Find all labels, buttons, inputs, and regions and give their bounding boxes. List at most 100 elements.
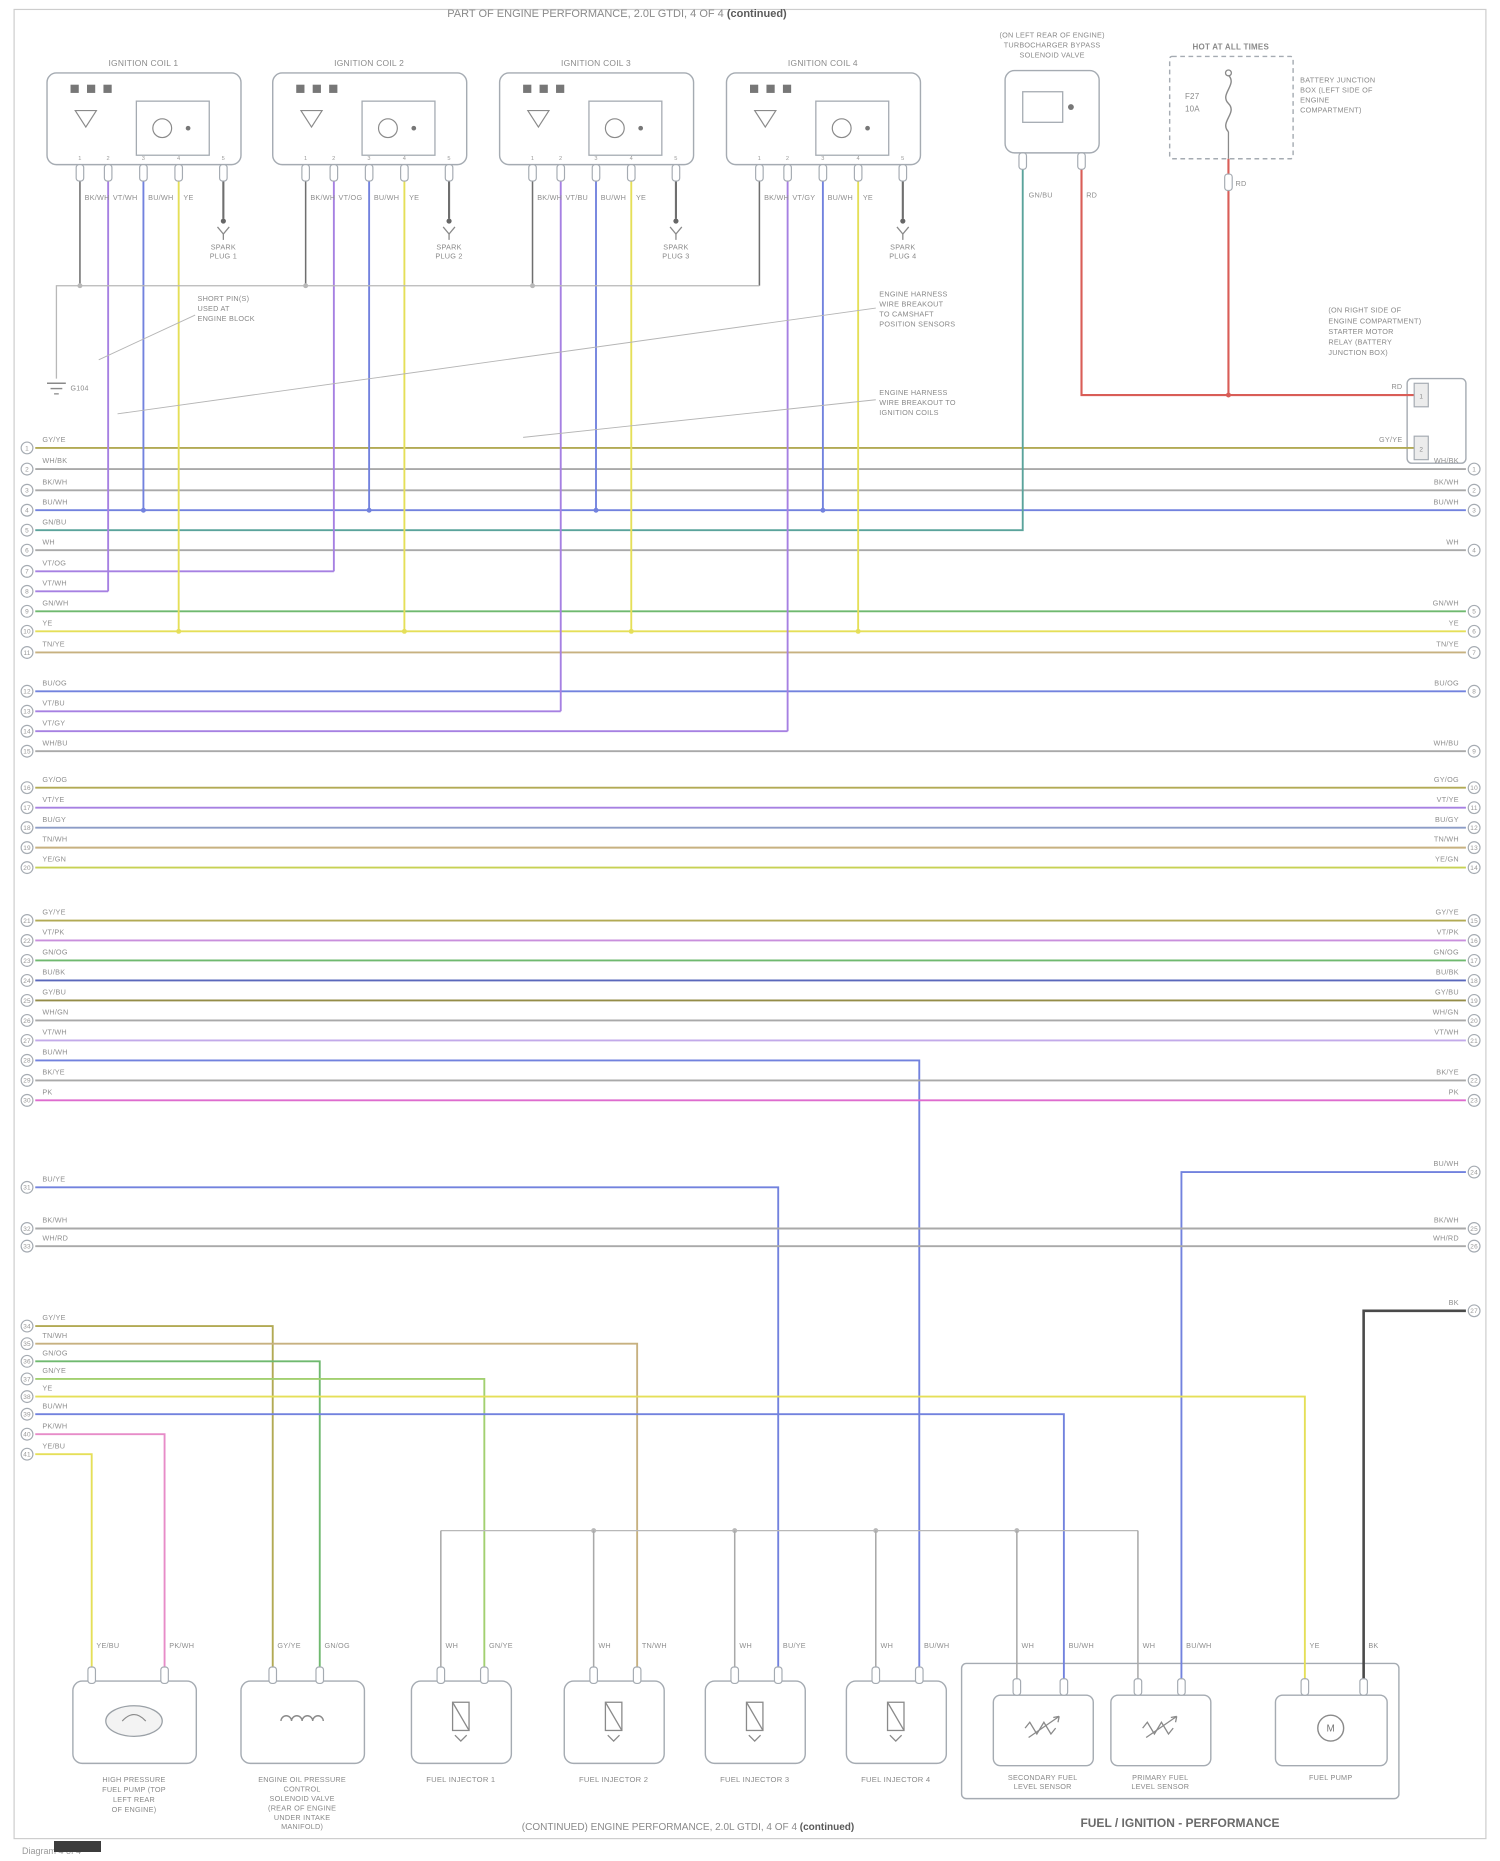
spark-plug-icon <box>220 218 226 224</box>
edge-pin <box>1467 604 1481 618</box>
wire-label: BU/OG <box>42 678 67 687</box>
edge-pin-number: 32 <box>23 1226 31 1233</box>
wire-label: BK/WH <box>85 193 110 202</box>
edge-pin-number: 34 <box>23 1323 31 1330</box>
wire-label: VT/WH <box>42 1028 67 1037</box>
edge-pin <box>20 724 34 738</box>
coil-winding-icon <box>604 118 625 139</box>
edge-pin-number: 26 <box>1470 1243 1478 1250</box>
wire-label: BU/WH <box>42 497 67 506</box>
text-label: COMPARTMENT) <box>1300 105 1361 114</box>
edge-pin <box>20 1447 34 1461</box>
junction-dot <box>77 283 83 289</box>
text-label: WIRE BREAKOUT <box>879 299 943 308</box>
edge-pin <box>1467 624 1481 638</box>
edge-pin-number: 1 <box>1472 466 1476 473</box>
text-label: SECONDARY FUEL <box>1008 1773 1078 1782</box>
coil-pin-number: 1 <box>78 156 81 162</box>
text-label: SPARK <box>211 242 236 251</box>
coil-internal <box>782 84 792 93</box>
coil-pin-number: 3 <box>142 156 145 162</box>
text-label: BOX (LEFT SIDE OF <box>1300 85 1373 94</box>
edge-pin-number: 3 <box>1472 508 1476 515</box>
wire-label: BK/WH <box>764 193 789 202</box>
sensor-icon <box>1170 1715 1177 1719</box>
edge-pin <box>1467 1222 1481 1235</box>
wire-label: YE <box>636 193 646 202</box>
text-label: IGNITION COIL 3 <box>561 58 631 68</box>
coil-pin-number: 5 <box>674 156 677 162</box>
wire-label: VT/OG <box>339 193 363 202</box>
wire-label: GY/YE <box>1435 908 1458 917</box>
oil-pressure-solenoid-box <box>240 1680 366 1765</box>
coil-pin-number: 3 <box>594 156 597 162</box>
wire-label: VT/YE <box>42 795 64 804</box>
wire <box>117 307 876 415</box>
wire-label: BU/WH <box>374 193 399 202</box>
wire-label: BK/WH <box>42 477 67 486</box>
edge-pin-number: 21 <box>23 918 31 925</box>
edge-pin-number: 4 <box>25 508 29 515</box>
connector-stub <box>783 164 792 182</box>
wire-label: RD <box>1391 382 1402 391</box>
text-label: LEVEL SENSOR <box>1014 1782 1072 1791</box>
wire-label: VT/GY <box>792 193 815 202</box>
edge-pin <box>1467 503 1481 517</box>
wire-label: YE <box>1449 618 1459 627</box>
connector-pin <box>1413 435 1429 461</box>
wire-label: PK/WH <box>42 1421 67 1430</box>
edge-pin <box>1467 1304 1481 1318</box>
text-label: POSITION SENSORS <box>879 319 955 328</box>
coil-internal <box>312 84 321 93</box>
text-label: PRIMARY FUEL <box>1132 1773 1188 1782</box>
wire <box>35 1325 274 1667</box>
edge-pin-number: 7 <box>25 569 29 576</box>
fuel-injector-4-box <box>845 1680 948 1765</box>
edge-pin-number: 8 <box>1472 689 1476 696</box>
injector-icon <box>748 1734 762 1742</box>
edge-pin-number: 16 <box>23 785 31 792</box>
edge-pin <box>20 821 34 835</box>
edge-pin <box>20 973 34 987</box>
wire-label: WH/BU <box>1433 738 1458 747</box>
wire-label: GN/WH <box>1433 598 1459 607</box>
coil-internal <box>865 125 870 131</box>
wire <box>1080 169 1229 397</box>
edge-pin-number: 38 <box>23 1394 31 1401</box>
pump-icon <box>105 1705 163 1737</box>
edge-pin <box>20 684 34 698</box>
edge-pin-number: 2 <box>1472 488 1476 495</box>
edge-pin-number: 25 <box>23 998 31 1005</box>
edge-pin-number: 13 <box>23 709 31 716</box>
transistor-icon <box>299 109 324 129</box>
edge-pin-number: 14 <box>23 729 31 736</box>
motor-letter: M <box>1326 1724 1335 1735</box>
injector-icon <box>454 1734 468 1742</box>
wire-label: BU/BK <box>42 968 65 977</box>
edge-pin <box>20 1093 34 1107</box>
edge-pin-number: 22 <box>23 938 31 945</box>
edge-pin-number: 23 <box>23 958 31 965</box>
edge-pin-number: 26 <box>23 1018 31 1025</box>
edge-pin <box>20 861 34 875</box>
wire-label: YE <box>1310 1641 1320 1650</box>
wire-label: WH <box>42 537 55 546</box>
junction-dot <box>303 283 309 289</box>
wire-label: BU/WH <box>1186 1641 1211 1650</box>
connector-stub <box>898 164 908 182</box>
wire-label: BU/YE <box>42 1174 65 1183</box>
wire-label: VT/PK <box>42 928 64 937</box>
connector-stub <box>871 1666 881 1685</box>
connector-pin-number: 1 <box>1419 394 1423 401</box>
wire-label: WH/BU <box>42 738 67 747</box>
coil-internal <box>766 84 775 93</box>
wire-label: GN/OG <box>1433 948 1459 957</box>
wire <box>35 1395 1306 1696</box>
connector-stub <box>1077 152 1086 170</box>
footer-page-label: Diagram 4 of 4 <box>22 1846 82 1856</box>
wire-label: PK/WH <box>169 1641 194 1650</box>
motor-icon <box>1317 1714 1345 1742</box>
wire-label: BU/WH <box>828 193 853 202</box>
coil-internal <box>638 125 644 131</box>
text-label: (REAR OF ENGINE <box>268 1803 336 1812</box>
